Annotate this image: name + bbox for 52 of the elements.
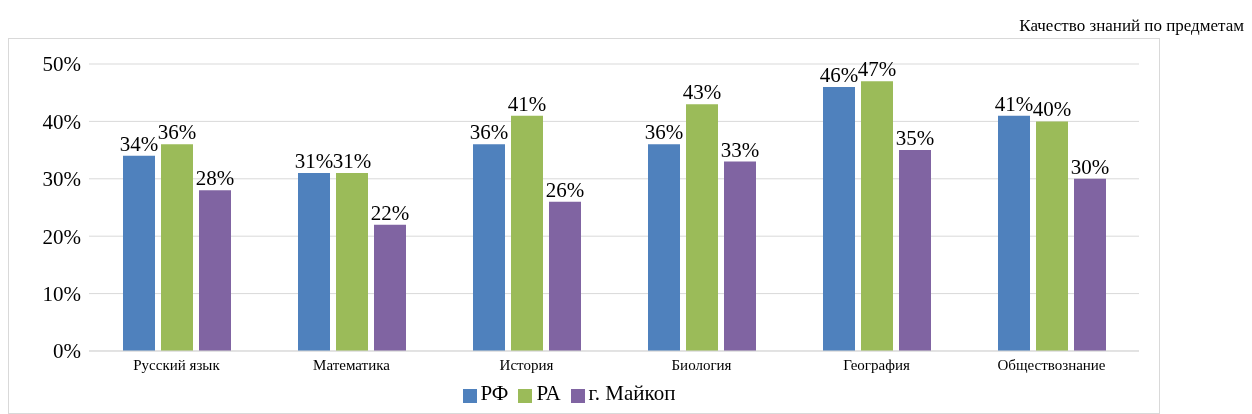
legend-label: г. Майкоп	[588, 381, 676, 405]
bar	[648, 144, 680, 351]
x-tick-label: История	[499, 356, 554, 373]
y-tick-label: 20%	[42, 224, 81, 249]
bar	[336, 173, 368, 351]
bar	[161, 144, 193, 351]
data-label: 47%	[857, 57, 897, 82]
bar	[511, 115, 543, 351]
bar	[374, 224, 406, 351]
data-label: 31%	[332, 149, 372, 174]
legend-label: РА	[536, 381, 561, 405]
y-tick-label: 10%	[42, 282, 81, 307]
data-label: 28%	[195, 166, 235, 191]
bar	[686, 104, 718, 351]
data-label: 36%	[157, 120, 197, 145]
data-label: 43%	[682, 80, 722, 105]
x-tick-label: Обществознание	[997, 356, 1106, 373]
x-tick-label: География	[843, 356, 910, 373]
data-label: 36%	[469, 120, 509, 145]
data-label: 35%	[895, 126, 935, 151]
bar	[1036, 121, 1068, 351]
data-label: 46%	[819, 62, 859, 87]
y-tick-label: 30%	[42, 167, 81, 192]
data-label: 41%	[994, 91, 1034, 116]
data-label: 22%	[370, 200, 410, 225]
bar	[199, 190, 231, 351]
data-label: 40%	[1032, 97, 1072, 122]
bar	[861, 81, 893, 351]
bar	[899, 150, 931, 351]
legend-label: РФ	[480, 381, 509, 405]
chart-title: Качество знаний по предметам	[1019, 16, 1244, 36]
data-label: 33%	[720, 137, 760, 162]
bar	[823, 86, 855, 351]
bar	[724, 161, 756, 351]
bar	[473, 144, 505, 351]
bar	[298, 173, 330, 351]
x-tick-label: Русский язык	[133, 356, 221, 373]
bar	[1074, 178, 1106, 351]
data-label: 26%	[545, 177, 585, 202]
y-tick-label: 50%	[42, 52, 81, 77]
bar	[998, 115, 1030, 351]
bar	[549, 201, 581, 351]
x-tick-label: Математика	[313, 356, 391, 373]
data-label: 41%	[507, 91, 547, 116]
data-label: 36%	[644, 120, 684, 145]
x-tick-label: Биология	[671, 356, 732, 373]
bar	[123, 155, 155, 351]
y-tick-label: 40%	[42, 109, 81, 134]
data-label: 34%	[119, 131, 159, 156]
data-label: 31%	[294, 149, 334, 174]
y-tick-label: 0%	[53, 339, 81, 364]
data-label: 30%	[1070, 154, 1110, 179]
